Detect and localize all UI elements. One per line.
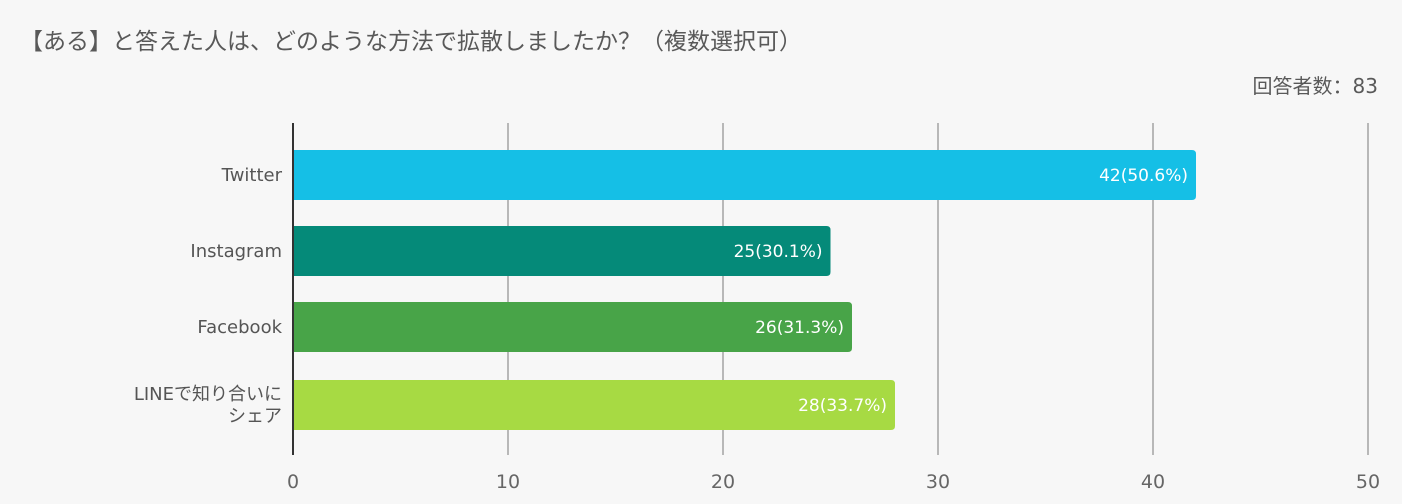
bars: 42(50.6%) 25(30.1%) 26(31.3%) 28(33.7%) xyxy=(293,150,1196,430)
category-label-3-line-1: シェア xyxy=(228,406,282,427)
bar-value-label-2: 26(31.3%) xyxy=(755,318,844,338)
bar-value-label-3: 28(33.7%) xyxy=(798,396,887,416)
x-tick-50: 50 xyxy=(1356,471,1380,493)
x-tick-40: 40 xyxy=(1141,471,1165,493)
category-label-1: Instagram xyxy=(190,241,282,262)
x-tick-0: 0 xyxy=(287,471,299,493)
bar-value-label-1: 25(30.1%) xyxy=(734,242,823,262)
x-tick-20: 20 xyxy=(711,471,735,493)
bar-0 xyxy=(293,150,1196,200)
x-tick-10: 10 xyxy=(496,471,520,493)
bar-1 xyxy=(293,226,831,276)
bar-2 xyxy=(293,302,852,352)
category-label-0: Twitter xyxy=(221,165,283,186)
x-tick-labels: 0 10 20 30 40 50 xyxy=(287,471,1380,493)
x-tick-30: 30 xyxy=(926,471,950,493)
respondent-count: 回答者数：83 xyxy=(1252,74,1378,98)
category-label-3-line-0: LINEで知り合いに xyxy=(134,384,282,405)
category-label-2: Facebook xyxy=(197,317,282,338)
bar-value-label-0: 42(50.6%) xyxy=(1099,166,1188,186)
bar-3 xyxy=(293,380,895,430)
chart-title: 【ある】と答えた人は、どのような方法で拡散しましたか？（複数選択可） xyxy=(20,29,802,55)
